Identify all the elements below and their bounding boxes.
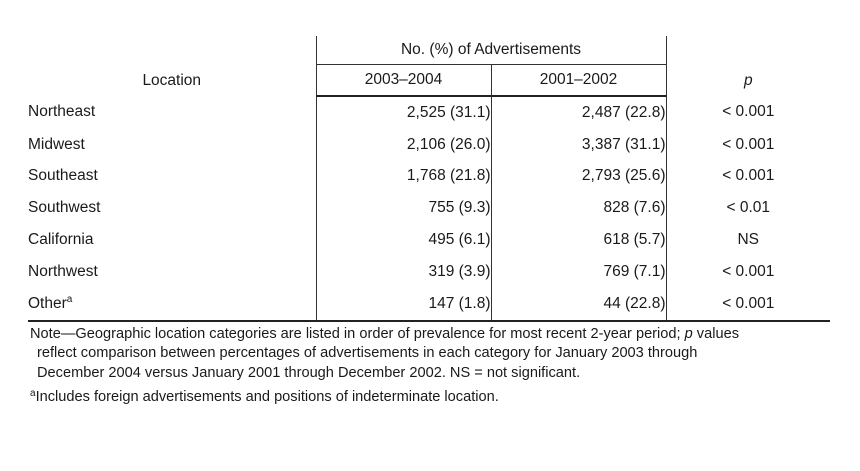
value-2001-2002-cell: 2,487 (22.8) <box>490 96 667 129</box>
value-2001-2002-cell: 3,387 (31.1) <box>490 128 667 161</box>
footnote: aIncludes foreign advertisements and pos… <box>30 384 830 408</box>
location-cell: Southeast <box>28 167 98 185</box>
note-text: Note—Geographic location categories are … <box>30 325 685 342</box>
table-row: Southwest 755 (9.3) 828 (7.6) < 0.01 <box>28 192 831 225</box>
note-italic-p: p <box>684 325 693 342</box>
location-cell: Othera <box>28 287 316 322</box>
value-2001-2002-cell: 44 (22.8) <box>490 287 667 322</box>
p-value-cell: < 0.001 <box>665 160 831 193</box>
value-2001-2002-cell: 2,793 (25.6) <box>490 160 667 193</box>
location-cell: Midwest <box>28 135 85 153</box>
location-column-header: Location <box>142 72 202 89</box>
value-2001-2002-cell: 618 (5.7) <box>490 224 667 256</box>
table-row: California 495 (6.1) 618 (5.7) NS <box>28 224 831 256</box>
value-2003-2004-cell: 2,525 (31.1) <box>315 96 491 129</box>
location-cell: Northwest <box>28 262 98 280</box>
table-notes: Note—Geographic location categories are … <box>28 325 830 408</box>
p-value-column-header: p <box>743 72 753 89</box>
location-cell: Northeast <box>28 103 96 121</box>
value-2003-2004-cell: 2,106 (26.0) <box>315 128 491 161</box>
p-value-cell: < 0.001 <box>665 255 831 288</box>
footnote-mark: a <box>30 388 36 400</box>
advertisements-by-location-table: Location No. (%) of Advertisements p 200… <box>28 36 831 322</box>
value-2003-2004-cell: 319 (3.9) <box>315 255 491 288</box>
p-value-cell: < 0.001 <box>665 96 831 129</box>
table-row: Midwest 2,106 (26.0) 3,387 (31.1) < 0.00… <box>28 128 831 161</box>
table-row: Northwest 319 (3.9) 769 (7.1) < 0.001 <box>28 255 831 288</box>
note-line-1: Note—Geographic location categories are … <box>30 325 830 345</box>
advertisements-group-header: No. (%) of Advertisements <box>315 36 667 65</box>
location-label: Other <box>28 295 67 313</box>
value-2003-2004-cell: 147 (1.8) <box>315 287 491 322</box>
footnote-marker: a <box>66 294 73 306</box>
advertisements-table-container: Location No. (%) of Advertisements p 200… <box>28 36 831 408</box>
note-line-2: reflect comparison between percentages o… <box>37 345 698 362</box>
value-2003-2004-cell: 495 (6.1) <box>315 224 491 256</box>
p-value-cell: NS <box>665 224 831 256</box>
column-header-2003-2004: 2003–2004 <box>315 64 491 97</box>
p-value-cell: < 0.001 <box>665 128 831 161</box>
value-2001-2002-cell: 828 (7.6) <box>490 192 667 225</box>
footnote-text: Includes foreign advertisements and posi… <box>35 389 499 406</box>
value-2003-2004-cell: 1,768 (21.8) <box>315 160 491 193</box>
location-cell: California <box>28 231 94 249</box>
location-cell: Southwest <box>28 199 101 217</box>
table-row: Othera 147 (1.8) 44 (22.8) < 0.001 <box>28 287 831 322</box>
p-value-cell: < 0.001 <box>665 287 831 322</box>
value-2003-2004-cell: 755 (9.3) <box>315 192 491 225</box>
value-2001-2002-cell: 769 (7.1) <box>490 255 667 288</box>
column-header-2001-2002: 2001–2002 <box>490 64 667 97</box>
note-line-3: December 2004 versus January 2001 throug… <box>37 364 581 381</box>
table-row: Northeast 2,525 (31.1) 2,487 (22.8) < 0.… <box>28 96 831 129</box>
p-value-cell: < 0.01 <box>665 192 831 225</box>
note-text: values <box>692 325 739 342</box>
table-row: Southeast 1,768 (21.8) 2,793 (25.6) < 0.… <box>28 160 831 193</box>
